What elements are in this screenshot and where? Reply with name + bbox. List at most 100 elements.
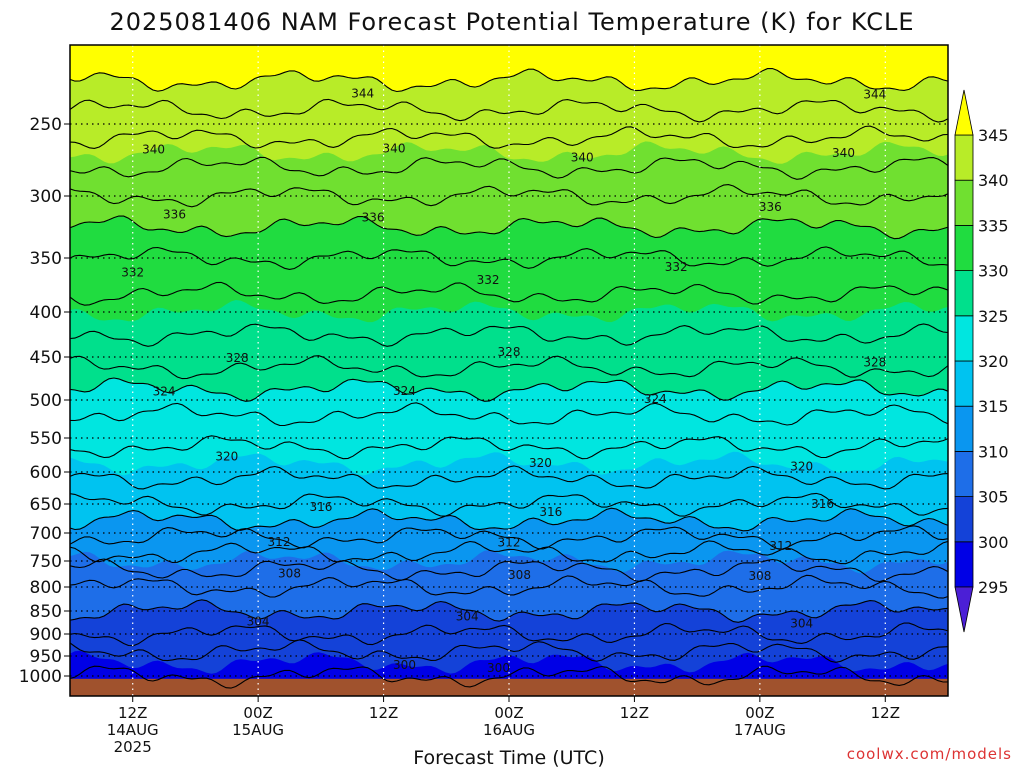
xtick-78-line1: 12Z xyxy=(871,704,900,722)
contour-319 xyxy=(70,465,948,490)
contour-label-14: 328 xyxy=(863,355,886,369)
xtick-6-line1: 12Z xyxy=(118,704,147,722)
contour-label-21: 316 xyxy=(309,500,332,514)
colorbar-arrow-bottom xyxy=(954,586,974,633)
contour-label-9: 332 xyxy=(121,266,144,280)
contour-label-27: 308 xyxy=(278,566,301,580)
colorbar-tick-300: 300 xyxy=(978,533,1009,552)
colorbar-seg-325-330 xyxy=(954,270,974,317)
colorbar-tick-345: 345 xyxy=(978,126,1009,145)
contour-309 xyxy=(70,558,948,583)
terrain xyxy=(70,678,948,696)
ytick-1000: 1000 xyxy=(19,667,62,687)
ytick-650: 650 xyxy=(30,495,62,515)
xtick-6-line3: 2025 xyxy=(114,738,152,756)
ytick-400: 400 xyxy=(30,303,62,323)
colorbar-seg-335-340 xyxy=(954,179,974,226)
colorbar: 295 300 305 310 315 320 325 330 335 340 345 xyxy=(954,89,1009,633)
contour-label-33: 300 xyxy=(393,658,416,672)
ytick-350: 350 xyxy=(30,249,62,269)
gridlines xyxy=(70,45,948,696)
contour-labels: 344 340 340 340 344 340 336 336 336 332 332 332 328 3… xyxy=(121,86,886,675)
colorbar-tick-320: 320 xyxy=(978,352,1009,371)
ytick-250: 250 xyxy=(30,115,62,135)
ytick-600: 600 xyxy=(30,463,62,483)
contour-label-28: 308 xyxy=(508,568,531,582)
contour-label-1: 340 xyxy=(142,143,165,157)
colorbar-seg-320-325 xyxy=(954,315,974,362)
ytick-500: 500 xyxy=(30,391,62,411)
xtick-54-line1: 12Z xyxy=(620,704,649,722)
contour-label-19: 320 xyxy=(529,456,552,470)
contour-317 xyxy=(70,492,948,517)
xtick-6-line2: 14AUG xyxy=(107,721,159,739)
contour-label-15: 324 xyxy=(153,384,176,398)
colorbar-seg-295-300 xyxy=(954,541,974,588)
colorbar-tick-310: 310 xyxy=(978,442,1009,461)
contour-label-17: 324 xyxy=(644,392,667,406)
contour-label-25: 312 xyxy=(498,535,521,549)
contour-label-13: 328 xyxy=(498,345,521,359)
colorbar-tick-315: 315 xyxy=(978,397,1009,416)
colorbar-seg-340-345 xyxy=(954,134,974,181)
contour-337 xyxy=(70,184,948,208)
contour-311 xyxy=(70,540,948,565)
ytick-800: 800 xyxy=(30,578,62,598)
x-axis-label: Forecast Time (UTC) xyxy=(413,747,604,768)
colorbar-tick-295: 295 xyxy=(978,578,1009,597)
ytick-300: 300 xyxy=(30,187,62,207)
contour-label-31: 304 xyxy=(456,609,479,623)
ytick-750: 750 xyxy=(30,552,62,572)
contour-335 xyxy=(70,215,948,240)
contour-label-34: 300 xyxy=(487,661,510,675)
contour-label-22: 316 xyxy=(539,505,562,519)
colorbar-seg-305-310 xyxy=(954,450,974,497)
shaded-bands xyxy=(70,45,948,696)
contour-label-4: 344 xyxy=(863,88,886,102)
contour-label-6: 336 xyxy=(163,207,186,221)
ytick-550: 550 xyxy=(30,429,62,449)
contour-label-30: 304 xyxy=(247,614,270,628)
colorbar-seg-300-305 xyxy=(954,496,974,543)
xtick-42-line2: 16AUG xyxy=(483,721,535,739)
y-axis: 250 300 350 400 450 500 550 600 650 700 750 800 850 9… xyxy=(19,115,70,687)
xtick-30-line1: 12Z xyxy=(369,704,398,722)
colorbar-seg-330-335 xyxy=(954,224,974,271)
contour-331 xyxy=(70,281,948,306)
colorbar-tick-335: 335 xyxy=(978,216,1009,235)
contour-label-29: 308 xyxy=(748,569,771,583)
contour-307 xyxy=(70,574,948,599)
contour-label-3: 340 xyxy=(571,151,594,165)
colorbar-tick-325: 325 xyxy=(978,307,1009,326)
colorbar-tick-305: 305 xyxy=(978,488,1009,507)
ytick-450: 450 xyxy=(30,348,62,368)
contour-label-32: 304 xyxy=(790,617,813,631)
ytick-850: 850 xyxy=(30,602,62,622)
contour-label-7: 336 xyxy=(362,211,385,225)
colorbar-tick-330: 330 xyxy=(978,262,1009,281)
contour-label-5: 340 xyxy=(832,146,855,160)
contour-label-18: 320 xyxy=(215,449,238,463)
contour-345 xyxy=(70,67,948,93)
xtick-66-line1: 00Z xyxy=(745,704,774,722)
contour-label-10: 332 xyxy=(477,273,500,287)
colorbar-seg-310-315 xyxy=(954,405,974,452)
chart-title: 2025081406 NAM Forecast Potential Temper… xyxy=(109,8,914,36)
contour-label-12: 328 xyxy=(226,351,249,365)
contour-label-20: 320 xyxy=(790,460,813,474)
xtick-42-line1: 00Z xyxy=(494,704,523,722)
contour-329 xyxy=(70,323,948,347)
contour-343 xyxy=(70,98,948,123)
ytick-700: 700 xyxy=(30,524,62,544)
contour-label-23: 316 xyxy=(811,497,834,511)
credit-text: coolwx.com/models xyxy=(847,745,1012,763)
ytick-900: 900 xyxy=(30,625,62,645)
xtick-66-line2: 17AUG xyxy=(734,721,786,739)
colorbar-tick-340: 340 xyxy=(978,171,1009,190)
ytick-950: 950 xyxy=(30,647,62,667)
contour-325 xyxy=(70,377,948,402)
colorbar-arrow-top xyxy=(954,89,974,136)
contour-label-2: 340 xyxy=(383,141,406,155)
